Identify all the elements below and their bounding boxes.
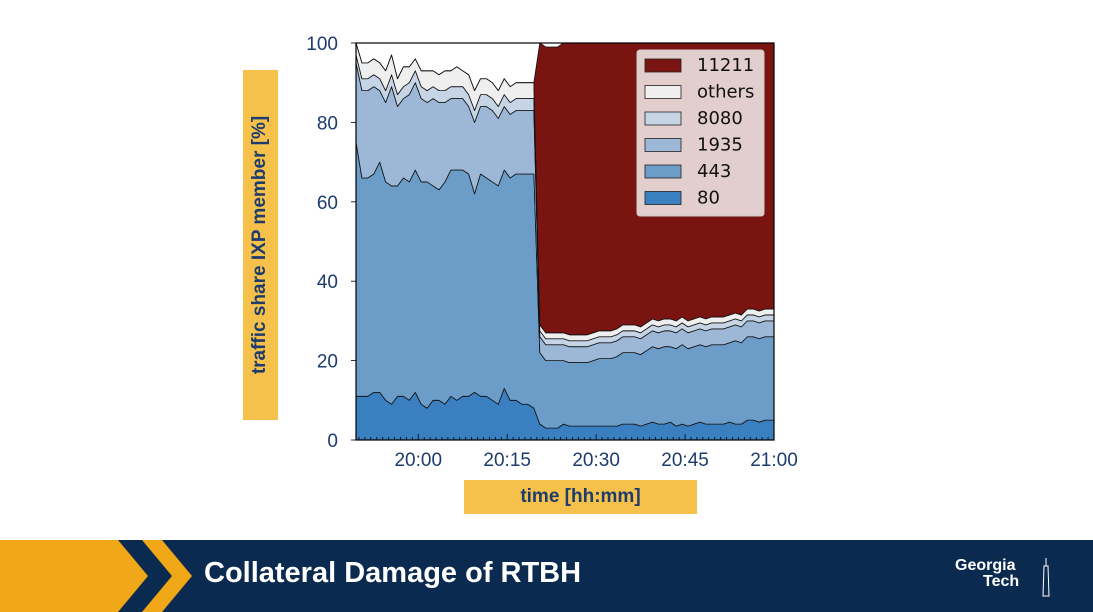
y-tick-label: 80 xyxy=(317,113,338,134)
legend-swatch-11211 xyxy=(644,58,682,73)
y-tick-labels: 0 20 40 60 80 100 xyxy=(306,34,338,452)
x-axis-label-box: time [hh:mm] xyxy=(464,480,697,514)
chevron-left-shape xyxy=(0,540,148,612)
legend-label-80: 80 xyxy=(697,188,720,209)
x-tick-label: 20:00 xyxy=(394,450,442,471)
legend-swatch-1935 xyxy=(644,138,682,152)
chevron-gap-shape xyxy=(122,540,172,612)
legend-swatch-others xyxy=(644,85,682,99)
y-tick-label: 100 xyxy=(306,34,338,55)
x-tick-labels: 20:00 20:15 20:30 20:45 21:00 xyxy=(394,450,797,471)
legend-label-11211: 11211 xyxy=(697,55,754,76)
y-axis-label-box: traffic share IXP member [%] xyxy=(243,70,278,420)
georgia-tech-logo: Georgia Tech xyxy=(955,558,1055,598)
logo-line-2: Tech xyxy=(983,573,1020,590)
logo-line-1: Georgia xyxy=(955,557,1016,574)
x-tick-label: 20:15 xyxy=(483,450,531,471)
y-tick-label: 60 xyxy=(317,193,338,214)
x-tick-label: 21:00 xyxy=(750,450,798,471)
x-tick-label: 20:30 xyxy=(572,450,620,471)
chevron-decoration xyxy=(0,540,192,612)
y-tick-label: 0 xyxy=(327,431,338,452)
tech-tower-icon xyxy=(1042,558,1050,597)
x-tick-label: 20:45 xyxy=(661,450,709,471)
y-tick-label: 20 xyxy=(317,352,338,373)
chevron-right-shape xyxy=(142,540,192,612)
legend-swatch-80 xyxy=(644,191,682,205)
legend-label-443: 443 xyxy=(697,161,731,182)
footer-bar: Collateral Damage of RTBH Georgia Tech xyxy=(0,540,1093,612)
plot-frame xyxy=(355,42,775,441)
x-axis-label: time [hh:mm] xyxy=(520,486,641,507)
y-axis-label: traffic share IXP member [%] xyxy=(249,115,271,375)
slide-title: Collateral Damage of RTBH xyxy=(204,557,582,589)
legend: 11211 others 8080 1935 443 80 xyxy=(636,49,765,217)
legend-swatch-443 xyxy=(644,164,682,179)
legend-label-others: others xyxy=(697,82,754,103)
legend-label-1935: 1935 xyxy=(697,135,743,156)
legend-swatch-8080 xyxy=(644,111,682,126)
stacked-area-chart: 0 20 40 60 80 100 20:00 20:15 20:30 20:45 21:00 1… xyxy=(306,34,797,471)
legend-label-8080: 8080 xyxy=(697,108,743,129)
y-tick-label: 40 xyxy=(317,272,338,293)
